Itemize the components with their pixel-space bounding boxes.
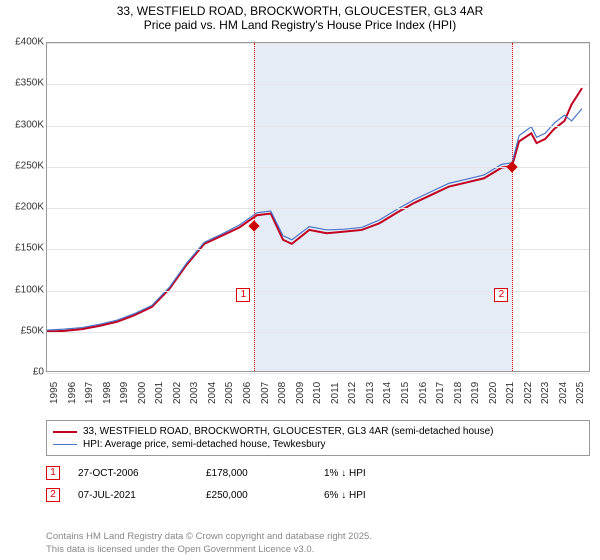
y-axis-label: £350K — [15, 78, 44, 89]
x-axis-label: 2000 — [137, 382, 148, 404]
legend-label: 33, WESTFIELD ROAD, BROCKWORTH, GLOUCEST… — [83, 426, 493, 437]
note-date: 27-OCT-2006 — [78, 468, 188, 479]
x-axis-label: 1997 — [84, 382, 95, 404]
x-axis-label: 2002 — [172, 382, 183, 404]
y-axis-label: £100K — [15, 284, 44, 295]
x-axis-label: 1996 — [67, 382, 78, 404]
notes-table: 1 27-OCT-2006 £178,000 1% ↓ HPI 2 07-JUL-2021… — [46, 462, 590, 506]
x-axis-label: 2014 — [382, 382, 393, 404]
gridline — [47, 84, 589, 85]
note-price: £178,000 — [206, 468, 306, 479]
legend-item: 33, WESTFIELD ROAD, BROCKWORTH, GLOUCEST… — [53, 425, 583, 438]
x-axis-label: 2022 — [523, 382, 534, 404]
gridline — [47, 332, 589, 333]
x-axis-label: 2020 — [488, 382, 499, 404]
legend-item: HPI: Average price, semi-detached house,… — [53, 438, 583, 451]
legend-swatch — [53, 444, 77, 445]
gridline — [47, 126, 589, 127]
reference-line — [512, 43, 513, 371]
chart-container: 33, WESTFIELD ROAD, BROCKWORTH, GLOUCEST… — [0, 0, 600, 560]
y-axis-label: £50K — [21, 325, 44, 336]
x-axis-label: 2011 — [330, 382, 341, 404]
x-axis-label: 2010 — [312, 382, 323, 404]
x-axis-label: 2006 — [242, 382, 253, 404]
credit-line-1: Contains HM Land Registry data © Crown c… — [46, 531, 590, 543]
marker-1: 1 — [236, 288, 250, 302]
x-axis-label: 2018 — [453, 382, 464, 404]
credit-text: Contains HM Land Registry data © Crown c… — [46, 531, 590, 556]
x-axis-label: 2021 — [505, 382, 516, 404]
note-row: 2 07-JUL-2021 £250,000 6% ↓ HPI — [46, 484, 590, 506]
reference-line — [254, 43, 255, 371]
x-axis-label: 2019 — [470, 382, 481, 404]
note-delta: 6% ↓ HPI — [324, 490, 366, 501]
note-marker: 1 — [46, 466, 60, 480]
x-axis-label: 2003 — [189, 382, 200, 404]
x-axis-label: 2015 — [400, 382, 411, 404]
gridline — [47, 249, 589, 250]
y-axis-label: £250K — [15, 160, 44, 171]
x-axis-label: 2005 — [224, 382, 235, 404]
gridline — [47, 373, 589, 374]
gridline — [47, 43, 589, 44]
marker-2: 2 — [494, 288, 508, 302]
y-axis-label: £300K — [15, 119, 44, 130]
y-axis-label: £400K — [15, 37, 44, 48]
note-delta: 1% ↓ HPI — [324, 468, 366, 479]
x-axis-label: 2023 — [540, 382, 551, 404]
chart-lines — [47, 43, 589, 371]
x-axis-label: 1995 — [49, 382, 60, 404]
note-price: £250,000 — [206, 490, 306, 501]
note-date: 07-JUL-2021 — [78, 490, 188, 501]
y-axis-label: £200K — [15, 202, 44, 213]
legend-swatch — [53, 431, 77, 433]
x-axis-label: 2012 — [347, 382, 358, 404]
x-axis-label: 2016 — [418, 382, 429, 404]
chart-title-1: 33, WESTFIELD ROAD, BROCKWORTH, GLOUCEST… — [0, 0, 600, 18]
note-marker: 2 — [46, 488, 60, 502]
x-axis-label: 1999 — [119, 382, 130, 404]
x-axis-label: 2007 — [260, 382, 271, 404]
legend: 33, WESTFIELD ROAD, BROCKWORTH, GLOUCEST… — [46, 420, 590, 456]
credit-line-2: This data is licensed under the Open Gov… — [46, 544, 590, 556]
chart-title-2: Price paid vs. HM Land Registry's House … — [0, 18, 600, 36]
x-axis-label: 1998 — [102, 382, 113, 404]
x-axis-label: 2025 — [575, 382, 586, 404]
legend-label: HPI: Average price, semi-detached house,… — [83, 439, 326, 450]
x-axis-label: 2017 — [435, 382, 446, 404]
gridline — [47, 208, 589, 209]
x-axis-label: 2004 — [207, 382, 218, 404]
note-row: 1 27-OCT-2006 £178,000 1% ↓ HPI — [46, 462, 590, 484]
x-axis-label: 2008 — [277, 382, 288, 404]
x-axis-label: 2024 — [558, 382, 569, 404]
x-axis-label: 2013 — [365, 382, 376, 404]
x-axis-label: 2001 — [154, 382, 165, 404]
y-axis-label: £0 — [33, 367, 44, 378]
plot-area: 12 — [46, 42, 590, 372]
x-axis-label: 2009 — [295, 382, 306, 404]
y-axis-label: £150K — [15, 243, 44, 254]
